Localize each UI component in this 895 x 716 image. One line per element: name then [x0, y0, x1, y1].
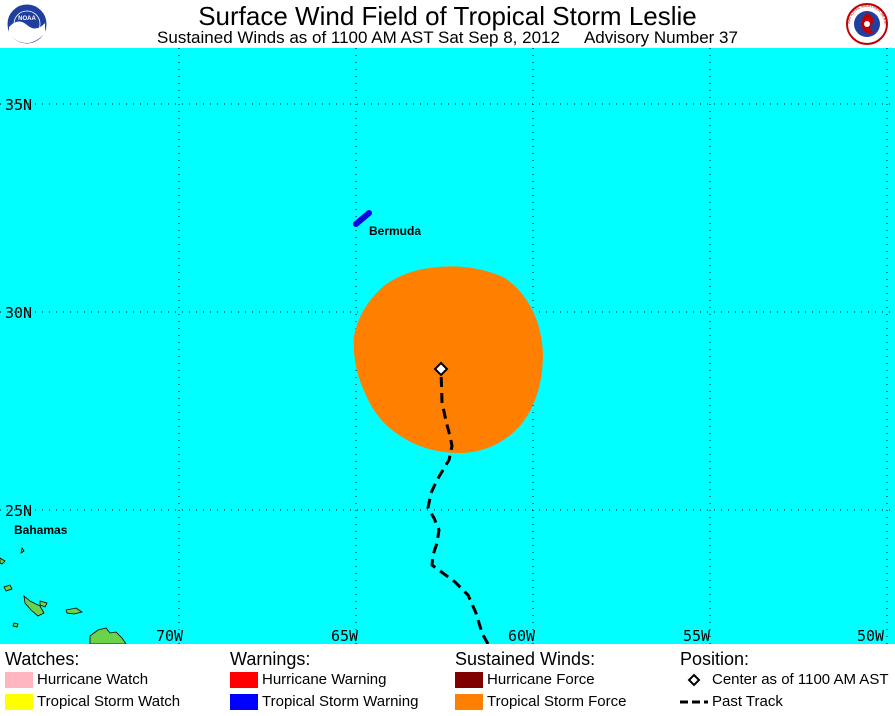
lon-label-70w: 70W	[156, 627, 184, 644]
legend-hurricane-warning: Hurricane Warning	[230, 670, 445, 690]
bahamas-island	[0, 557, 6, 565]
legend-tropical-storm-warning: Tropical Storm Warning	[230, 692, 445, 712]
legend-tropical-storm-force: Tropical Storm Force	[455, 692, 670, 712]
lon-label-50w: 50W	[857, 627, 885, 644]
lat-label-30n: 30N	[5, 304, 32, 322]
bahamas-island	[12, 622, 19, 628]
place-label-bahamas: Bahamas	[14, 523, 68, 537]
swatch-tropical-storm-watch	[5, 694, 33, 710]
legend-storm-center: Center as of 1100 AM AST	[680, 670, 892, 690]
noaa-logo-icon: NOAA	[6, 3, 48, 45]
swatch-tropical-storm-warning	[230, 694, 258, 710]
lon-label-55w: 55W	[683, 627, 711, 644]
tropical-storm-force-wind-field	[353, 266, 543, 454]
legend-past-track: Past Track	[680, 692, 892, 712]
legend: Watches: Hurricane Watch Tropical Storm …	[0, 644, 895, 716]
legend-label: Center as of 1100 AM AST	[712, 671, 889, 688]
legend-label: Tropical Storm Warning	[262, 693, 419, 710]
legend-label: Hurricane Watch	[37, 671, 149, 688]
subtitle-time: Sustained Winds as of 1100 AM AST Sat Se…	[157, 28, 560, 47]
swatch-hurricane-watch	[5, 672, 33, 688]
legend-warnings-heading: Warnings:	[230, 649, 311, 669]
swatch-hurricane-force	[455, 672, 483, 688]
bahamas-island-andros	[23, 595, 45, 617]
center-diamond-icon	[687, 673, 701, 687]
bahamas-island	[20, 546, 25, 554]
swatch-tropical-storm-force	[455, 694, 483, 710]
legend-label: Hurricane Force	[487, 671, 595, 688]
lon-label-65w: 65W	[331, 627, 359, 644]
swatch-hurricane-warning	[230, 672, 258, 688]
page-title: Surface Wind Field of Tropical Storm Les…	[198, 1, 697, 31]
header: NOAA Surface Wind Field of Tropical Stor…	[0, 0, 895, 48]
lon-label-60w: 60W	[508, 627, 536, 644]
legend-label: Tropical Storm Watch	[37, 693, 181, 710]
legend-label: Past Track	[712, 693, 783, 710]
lat-label-35n: 35N	[5, 96, 32, 114]
place-label-bermuda: Bermuda	[369, 224, 421, 238]
bahamas-island	[39, 600, 48, 608]
legend-label: Hurricane Warning	[262, 671, 387, 688]
bahamas-island	[65, 607, 83, 615]
longitude-labels: 70W 65W 60W 55W 50W	[156, 627, 885, 644]
legend-hurricane-watch: Hurricane Watch	[5, 670, 220, 690]
legend-hurricane-force: Hurricane Force	[455, 670, 670, 690]
storm-center-icon	[433, 361, 449, 377]
islands	[0, 546, 127, 644]
past-track-line-icon	[680, 700, 708, 704]
lat-label-25n: 25N	[5, 502, 32, 520]
legend-watches-heading: Watches:	[5, 649, 80, 669]
cuba-coast	[89, 627, 127, 644]
legend-position-heading: Position:	[680, 649, 750, 669]
page-subtitle: Sustained Winds as of 1100 AM AST Sat Se…	[0, 28, 895, 48]
legend-winds-heading: Sustained Winds:	[455, 649, 596, 669]
past-track	[426, 370, 490, 644]
legend-label: Tropical Storm Force	[487, 693, 627, 710]
latitude-labels: 35N 30N 25N	[5, 96, 32, 520]
nws-logo-icon: NATIONAL WEATHER SERVICE	[846, 3, 888, 45]
bahamas-island	[3, 584, 13, 592]
subtitle-advisory: Advisory Number 37	[583, 28, 738, 47]
legend-tropical-storm-watch: Tropical Storm Watch	[5, 692, 220, 712]
storm-map: 35N 30N 25N 70W 65W 60W 55W 50W Bermuda …	[0, 48, 895, 644]
bermuda-island	[355, 212, 370, 225]
noaa-logo-text: NOAA	[18, 16, 36, 22]
